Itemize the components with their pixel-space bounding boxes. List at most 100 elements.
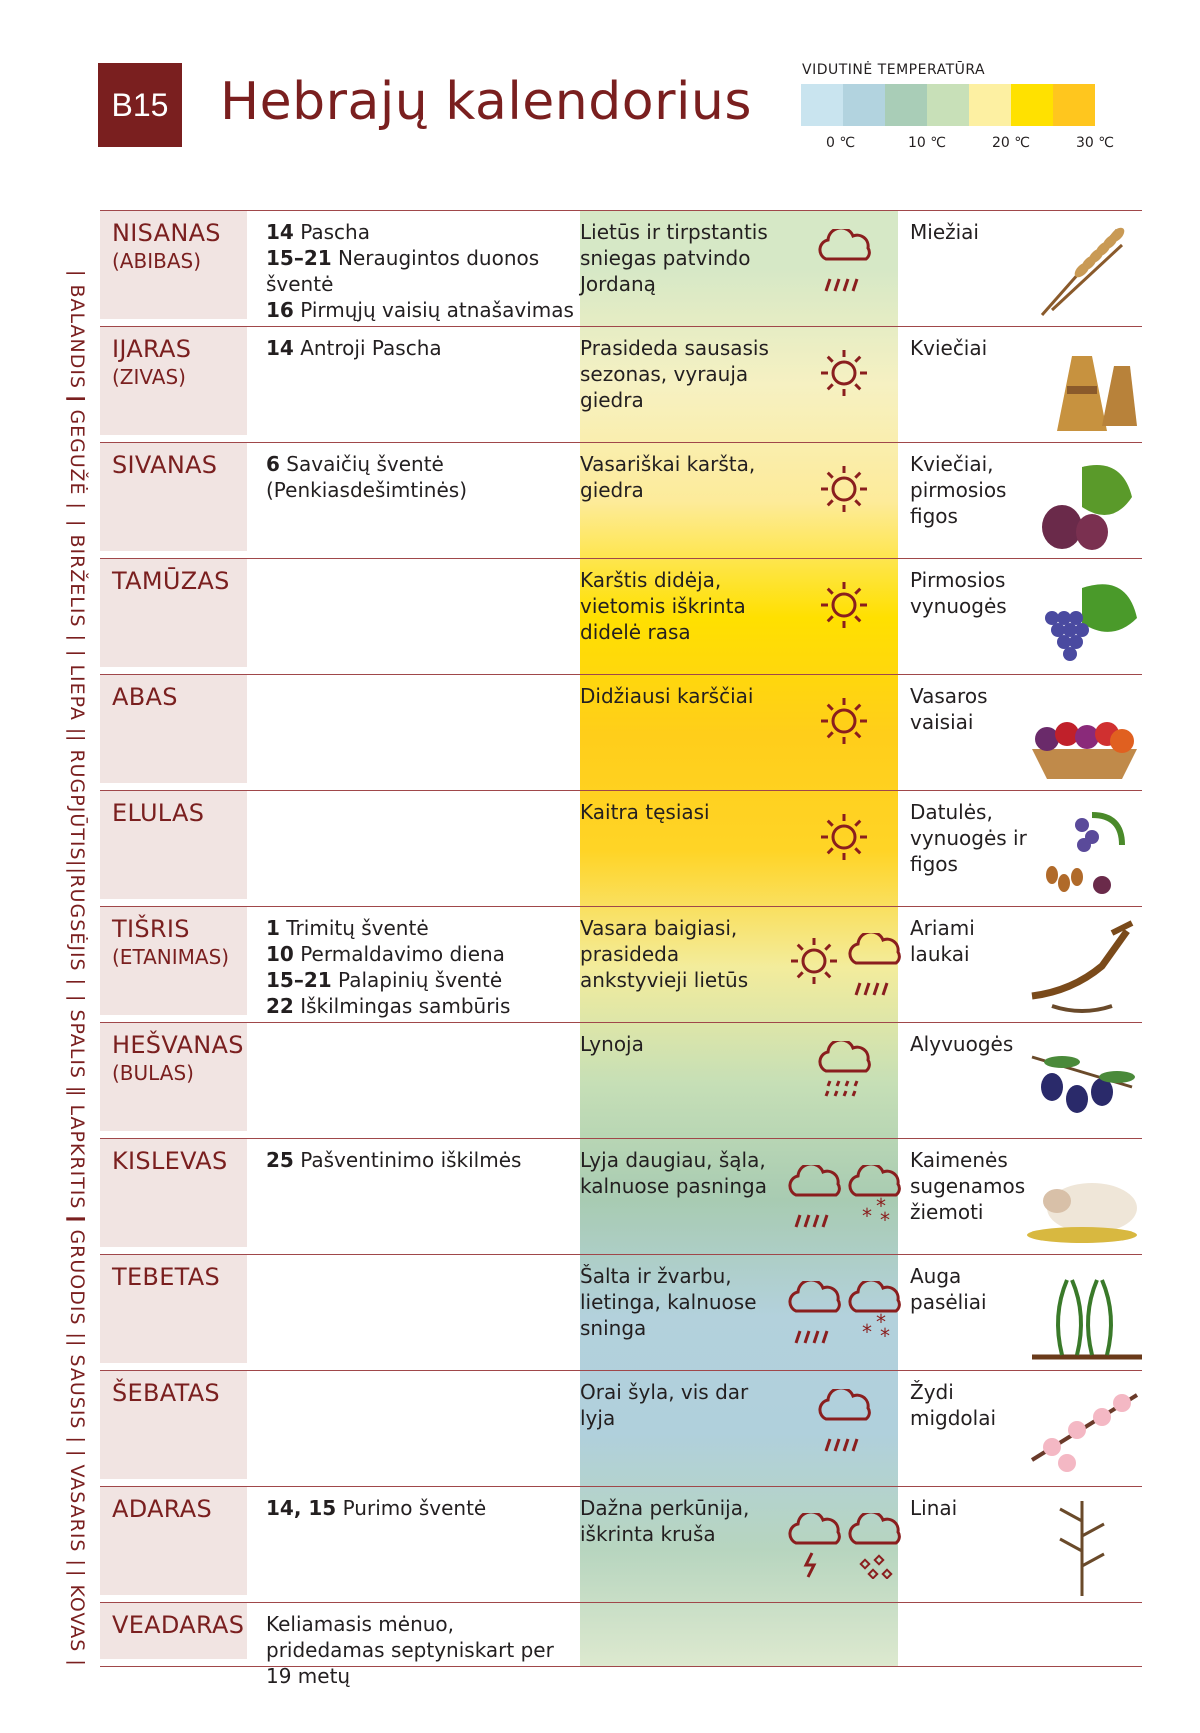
legend-tick-label: 30 ℃: [1076, 135, 1114, 151]
weather-icons: [818, 1041, 871, 1097]
sun-icon: [821, 582, 867, 628]
festival-item: 22 Iškilmingas sambūris: [266, 993, 576, 1019]
legend-swatch: [1011, 84, 1053, 126]
festival-item: 14 Pascha: [266, 219, 576, 245]
festival-item: 15–21 Neraugintos duonos šventė: [266, 245, 576, 297]
svg-text:*: *: [862, 1204, 872, 1228]
festival-item: Keliamasis mėnuo, pridedamas septyniskar…: [266, 1611, 576, 1689]
side-month-label: | GEGUŽĖ |: [66, 395, 88, 510]
festival-day: 22: [266, 994, 294, 1018]
month-cell: VEADARAS: [100, 1603, 247, 1659]
weather-icons: [818, 1389, 871, 1452]
festival-day: 16: [266, 298, 294, 322]
crops-text: Pirmosios vynuogės: [910, 568, 1007, 618]
festivals-cell: 14 Pascha 15–21 Neraugintos duonos šventė…: [266, 219, 576, 323]
month-cell: TAMŪZAS: [100, 559, 247, 667]
festival-day: 10: [266, 942, 294, 966]
festival-text: Palapinių šventė: [331, 968, 503, 992]
crops-text: Linai: [910, 1496, 958, 1520]
month-row: TAMŪZAS Karštis didėja, vietomis iškrint…: [100, 558, 1142, 675]
legend-swatch: [801, 84, 843, 126]
month-alt-name: (ABIBAS): [112, 249, 202, 273]
festival-text: Trimitų šventė: [279, 916, 429, 940]
month-name: ADARAS: [112, 1495, 213, 1523]
gregorian-months-sidebar: | BALANDIS | | GEGUŽĖ | | BIRŽELIS | | LIEP…: [66, 270, 96, 1670]
flax-icon: [1059, 1501, 1105, 1596]
month-cell: KISLEVAS: [100, 1139, 247, 1247]
legend-tick-label: 20 ℃: [992, 135, 1030, 151]
weather-text: Dažna perkūnija, iškrinta kruša: [580, 1496, 750, 1546]
month-cell: ŠEBATAS: [100, 1371, 247, 1479]
crops-text: Kviečiai, pirmosios figos: [910, 452, 1007, 528]
month-name: ŠEBATAS: [112, 1379, 220, 1407]
temperature-legend-swatches: [801, 84, 1095, 126]
drizzle-icon: [818, 1041, 871, 1097]
festival-text: Pirmųjų vaisių atnašavimas: [293, 298, 574, 322]
weather-text: Lietūs ir tirpstantis sniegas patvindo J…: [580, 220, 768, 296]
legend-swatch: [969, 84, 1011, 126]
month-cell: HEŠVANAS (BULAS): [100, 1023, 247, 1131]
weather-text: Lynoja: [580, 1032, 644, 1056]
weather-icons: [788, 1513, 901, 1579]
weather-text: Prasideda sausasis sezonas, vyrauja gied…: [580, 336, 769, 412]
crops-text: Vasaros vaisiai: [910, 684, 988, 734]
svg-text:*: *: [862, 1320, 872, 1344]
month-name: KISLEVAS: [112, 1147, 228, 1175]
festival-item: 1 Trimitų šventė: [266, 915, 576, 941]
side-month-label: | VASARIS |: [66, 1450, 88, 1567]
table-bottom-rule: [100, 1666, 1142, 1667]
svg-text:*: *: [876, 1310, 886, 1334]
festival-day: 14, 15: [266, 1496, 337, 1520]
festival-item: 15–21 Palapinių šventė: [266, 967, 576, 993]
month-alt-name: (BULAS): [112, 1061, 194, 1085]
festival-text: Neraugintos duonos šventė: [266, 246, 540, 296]
festival-item: 14, 15 Purimo šventė: [266, 1495, 576, 1521]
month-cell: TEBETAS: [100, 1255, 247, 1363]
plough-icon: [1031, 920, 1134, 1013]
hail-icon: [848, 1513, 901, 1579]
barley-icon: [1040, 227, 1125, 316]
month-name: HEŠVANAS: [112, 1031, 244, 1059]
side-month-label: | LAPKRITIS |: [66, 1090, 88, 1224]
weather-icons: [821, 466, 867, 512]
rain-icon: [788, 1165, 841, 1228]
legend-swatch: [885, 84, 927, 126]
month-row: IJARAS (ZIVAS) 14 Antroji Pascha Prasided…: [100, 326, 1142, 443]
festival-text: Keliamasis mėnuo, pridedamas septyniskar…: [266, 1612, 554, 1688]
rain-icon: [788, 1281, 841, 1344]
month-row: HEŠVANAS (BULAS) Lynoja Alyvuogės: [100, 1022, 1142, 1139]
month-alt-name: (ZIVAS): [112, 365, 186, 389]
legend-swatch: [927, 84, 969, 126]
side-month-label: | SAUSIS |: [66, 1340, 88, 1444]
grapes-icon: [1045, 584, 1137, 661]
side-month-label: | SPALIS |: [66, 995, 88, 1094]
svg-text:*: *: [880, 1208, 890, 1231]
month-name: ELULAS: [112, 799, 205, 827]
temperature-legend-title: VIDUTINĖ TEMPERATŪRA: [802, 62, 986, 78]
section-badge: B15: [98, 63, 182, 147]
sun-icon: [821, 698, 867, 744]
side-month-label: | BIRŽELIS |: [66, 520, 88, 642]
weather-icons: [821, 582, 867, 628]
festival-item: 25 Pašventinimo iškilmės: [266, 1147, 576, 1173]
month-cell: ABAS: [100, 675, 247, 783]
sheep-icon: [1027, 1183, 1137, 1243]
legend-swatch: [843, 84, 885, 126]
page-title: Hebrajų kalendorius: [220, 72, 752, 132]
sprouts-icon: [1032, 1279, 1142, 1360]
month-name: ABAS: [112, 683, 178, 711]
month-row: ADARAS 14, 15 Purimo šventė Dažna perkūni…: [100, 1486, 1142, 1603]
month-name: IJARAS: [112, 335, 192, 363]
festival-item: 10 Permaldavimo diena: [266, 941, 576, 967]
weather-icons: * **: [788, 1281, 901, 1347]
month-row: KISLEVAS 25 Pašventinimo iškilmės Lyja da…: [100, 1138, 1142, 1255]
festivals-cell: 14, 15 Purimo šventė: [266, 1495, 576, 1521]
weather-text: Vasariškai karšta, giedra: [580, 452, 756, 502]
sun-icon: [791, 938, 837, 984]
festivals-cell: 14 Antroji Pascha: [266, 335, 576, 361]
month-row: TEBETAS Šalta ir žvarbu, lietinga, kalnu…: [100, 1254, 1142, 1371]
month-row: ELULAS Kaitra tęsiasi Datulės, vynuogės i…: [100, 790, 1142, 907]
festival-day: 15–21: [266, 246, 332, 270]
month-row: TIŠRIS (ETANIMAS) 1 Trimitų šventė 10 Per…: [100, 906, 1142, 1023]
snow-icon: * **: [848, 1281, 901, 1347]
